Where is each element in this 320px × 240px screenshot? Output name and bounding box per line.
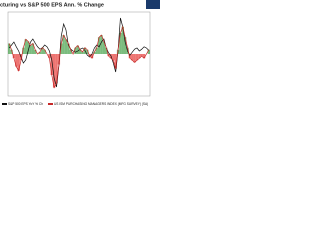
threshold-shade [147, 49, 150, 54]
chart-title: cturing vs S&P 500 EPS Ann. % Change [0, 2, 104, 8]
threshold-shade [74, 47, 77, 54]
threshold-shade [135, 54, 139, 61]
threshold-shade [97, 37, 101, 54]
threshold-shade [24, 39, 27, 54]
threshold-shade [67, 43, 70, 54]
threshold-shade [12, 54, 16, 59]
threshold-shade [105, 47, 108, 54]
threshold-shade [50, 54, 53, 75]
threshold-shade [55, 54, 58, 84]
chart: cturing vs S&P 500 EPS Ann. % Change S&P… [0, 0, 160, 106]
threshold-shade [17, 54, 20, 71]
threshold-shade [8, 43, 11, 54]
threshold-shade [22, 47, 25, 54]
threshold-shade [43, 49, 46, 54]
threshold-shade [86, 49, 89, 54]
threshold-shade [62, 35, 65, 54]
threshold-shade [102, 41, 106, 54]
threshold-shade [112, 54, 115, 61]
threshold-shade [142, 54, 146, 59]
threshold-shade [10, 49, 13, 54]
threshold-shade [128, 54, 132, 59]
threshold-shade [79, 49, 82, 54]
threshold-shade [41, 47, 44, 54]
threshold-shade [26, 41, 30, 54]
threshold-shade [38, 51, 42, 54]
threshold-shade [93, 51, 96, 54]
threshold-shade [57, 54, 61, 65]
threshold-shade [69, 49, 72, 54]
threshold-shade [133, 54, 136, 63]
threshold-shade [114, 54, 117, 69]
threshold-shade [81, 51, 84, 54]
legend-swatch [2, 103, 7, 105]
threshold-shade [60, 43, 63, 54]
threshold-shade [48, 54, 51, 59]
threshold-shade [88, 54, 91, 57]
threshold-shade [95, 47, 98, 54]
threshold-shade [119, 33, 122, 54]
threshold-shade [100, 35, 103, 54]
threshold-shade [29, 45, 32, 54]
series-line [8, 17, 150, 88]
logo [146, 0, 160, 9]
threshold-shade [140, 54, 143, 57]
threshold-shade [76, 45, 79, 54]
threshold-shade [90, 54, 94, 59]
legend-label: S&P 500 EPS YoY % Ch [8, 102, 43, 106]
threshold-shade [64, 39, 68, 54]
threshold-shade [123, 37, 127, 54]
threshold-shade [121, 26, 124, 54]
threshold-shade [131, 54, 134, 61]
legend-label: US ISM PURCHASING MANAGERS INDEX (MFG SU… [54, 102, 148, 106]
threshold-shade [15, 54, 18, 67]
threshold-shade [52, 54, 56, 88]
threshold-shade [138, 54, 141, 59]
threshold-shade [34, 49, 37, 54]
threshold-shade [31, 43, 35, 54]
series-line [8, 25, 150, 89]
legend-swatch [47, 103, 53, 105]
